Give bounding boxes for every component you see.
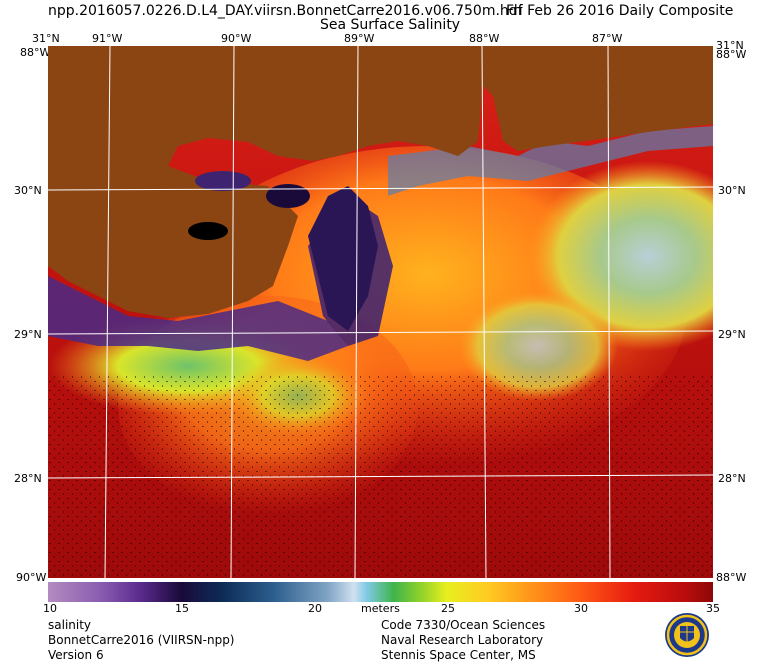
colorbar-unit: meters <box>361 602 400 615</box>
colorbar-tick-20: 20 <box>308 602 322 615</box>
salinity-colorbar <box>48 582 713 602</box>
colorbar-tick-10: 10 <box>43 602 57 615</box>
footer-code: Code 7330/Ocean Sciences <box>381 618 546 632</box>
colorbar-tick-15: 15 <box>175 602 189 615</box>
lat-label-right-29n: 29°N <box>718 328 746 341</box>
salinity-map <box>48 46 713 578</box>
corner-lon-bottom-right: 88°W <box>716 571 747 584</box>
corner-lon-bottom-left: 90°W <box>16 571 47 584</box>
coastal-low-salinity <box>48 276 348 361</box>
lat-label-left-28n: 28°N <box>14 472 42 485</box>
lat-lon-grid <box>48 46 713 578</box>
mississippi-delta <box>308 186 378 331</box>
lon-label-87w: 87°W <box>592 32 623 45</box>
footer-dataset: BonnetCarre2016 (VIIRSN-npp) <box>48 633 235 647</box>
product-title: Sea Surface Salinity <box>320 17 461 33</box>
lat-label-right-28n: 28°N <box>718 472 746 485</box>
footer-lab: Naval Research Laboratory <box>381 633 544 647</box>
corner-lat-top-left: 31°N <box>32 32 60 45</box>
lat-label-right-30n: 30°N <box>718 184 746 197</box>
footer-variable: salinity <box>48 618 92 632</box>
lon-label-88w: 88°W <box>469 32 500 45</box>
colorbar-tick-25: 25 <box>441 602 455 615</box>
lon-label-91w: 91°W <box>92 32 123 45</box>
footer-location: Stennis Space Center, MS <box>381 648 536 662</box>
composite-date: Fri Feb 26 2016 Daily Composite <box>506 3 734 19</box>
lake-pontchartrain <box>195 171 251 191</box>
corner-lon-top-left: 88°W <box>20 46 51 59</box>
land-mass <box>48 46 713 318</box>
nrl-seal-logo <box>665 613 709 657</box>
footer-version: Version 6 <box>48 648 104 662</box>
lat-label-left-29n: 29°N <box>14 328 42 341</box>
colorbar-tick-35: 35 <box>706 602 720 615</box>
colorbar-tick-30: 30 <box>574 602 588 615</box>
lon-label-90w: 90°W <box>221 32 252 45</box>
file-name: npp.2016057.0226.D.L4_DAY.viirsn.BonnetC… <box>48 3 523 19</box>
lat-label-left-30n: 30°N <box>14 184 42 197</box>
corner-lat-top-right: 31°N <box>716 39 744 52</box>
lon-label-89w: 89°W <box>344 32 375 45</box>
corner-lon-top-right: 88°W <box>716 48 747 61</box>
